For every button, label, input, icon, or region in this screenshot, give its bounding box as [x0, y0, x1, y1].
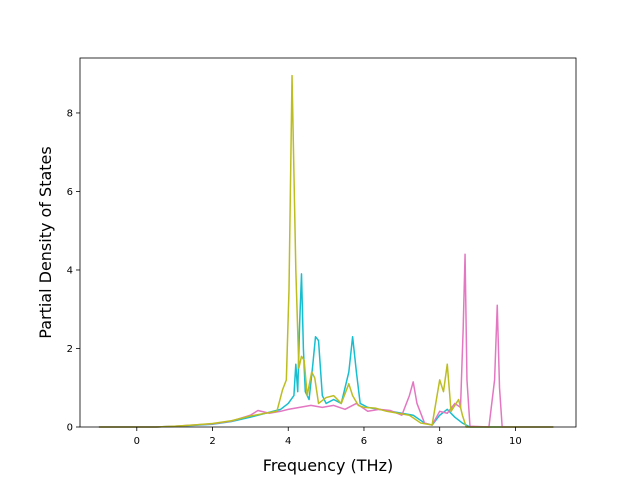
y-tick-label: 8 — [67, 108, 73, 119]
x-tick-label: 10 — [509, 436, 522, 447]
x-tick-label: 4 — [285, 436, 291, 447]
series-line-3 — [98, 74, 554, 428]
x-tick-label: 0 — [134, 436, 140, 447]
y-tick-label: 2 — [67, 344, 73, 355]
plot-frame — [79, 57, 577, 428]
x-axis-ticks: 0 2 4 6 8 10 — [134, 427, 522, 447]
series-layer — [98, 74, 554, 428]
x-tick-label: 2 — [209, 436, 215, 447]
x-tick-label: 8 — [437, 436, 443, 447]
x-tick-label: 6 — [361, 436, 367, 447]
x-axis-label: Frequency (THz) — [263, 456, 393, 475]
y-tick-label: 0 — [67, 423, 73, 434]
y-tick-label: 6 — [67, 187, 73, 198]
y-axis-ticks: 0 2 4 6 8 — [67, 108, 80, 434]
y-axis-label: Partial Density of States — [36, 146, 55, 338]
y-tick-label: 4 — [67, 265, 73, 276]
